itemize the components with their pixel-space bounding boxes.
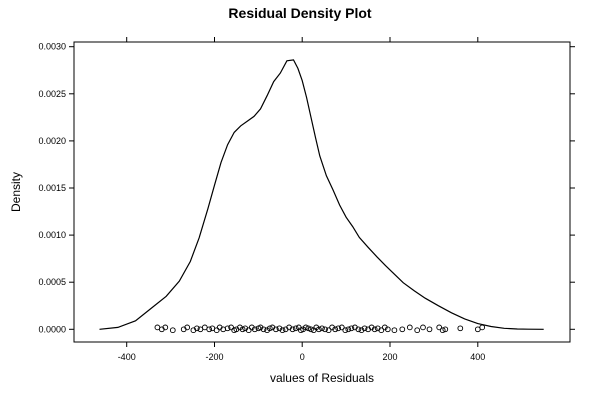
rug-point <box>251 326 258 333</box>
rug-point <box>361 325 368 332</box>
rug-point <box>399 326 406 333</box>
rug-point <box>322 326 328 333</box>
x-tick-label: 400 <box>470 352 485 362</box>
rug-point <box>289 326 296 333</box>
rug-point <box>342 327 349 334</box>
rug-point <box>420 324 426 331</box>
rug-point <box>228 324 234 331</box>
rug-point <box>332 326 339 333</box>
rug-point <box>414 327 421 334</box>
rug-point <box>479 324 486 331</box>
plot-frame <box>73 41 571 343</box>
rug-point <box>292 325 299 332</box>
rug-point <box>319 325 325 332</box>
x-tick-label: -400 <box>118 352 136 362</box>
rug-point <box>279 327 286 334</box>
y-tick-label: 0.0020 <box>38 136 66 146</box>
density-curve <box>99 59 544 330</box>
rug-point <box>391 327 398 334</box>
rug-point <box>213 327 220 334</box>
rug-point <box>335 325 342 332</box>
y-tick-label: 0.0015 <box>38 183 66 193</box>
rug-point <box>345 326 352 333</box>
y-tick-label: 0.0025 <box>38 89 66 99</box>
rug-point <box>266 325 273 332</box>
rug-point <box>273 326 279 333</box>
rug-point <box>162 324 169 331</box>
rug-point <box>239 326 246 333</box>
rug-point <box>316 326 322 333</box>
y-tick-label: 0.0005 <box>38 277 66 287</box>
rug-point <box>302 324 309 331</box>
x-tick-label: -200 <box>205 352 223 362</box>
rug-point <box>184 324 191 331</box>
x-axis: -400 -200 0 200 400 <box>118 37 485 362</box>
rug-point <box>224 325 231 332</box>
y-tick-label: 0.0030 <box>38 42 66 52</box>
rug-point <box>325 327 332 334</box>
y-axis-label: Density <box>9 172 23 212</box>
rug-point <box>206 326 213 333</box>
rug-point <box>378 327 385 334</box>
x-axis-label: values of Residuals <box>270 371 374 385</box>
rug-point <box>355 326 362 333</box>
rug-point <box>348 325 355 332</box>
rug-point <box>305 325 312 332</box>
rug-point <box>439 327 446 334</box>
rug-point <box>384 326 391 333</box>
rug-point <box>169 327 176 334</box>
chart-title: Residual Density Plot <box>228 5 371 21</box>
rug-point <box>245 327 252 334</box>
x-tick-label: 200 <box>382 352 397 362</box>
rug-point <box>426 326 433 333</box>
rug-point <box>442 326 449 333</box>
rug-point <box>436 324 443 331</box>
rug-point <box>406 324 413 331</box>
rug-point <box>260 326 267 333</box>
rug-points <box>154 324 486 334</box>
rug-point <box>194 325 200 332</box>
rug-point <box>338 324 345 331</box>
x-tick-label: 0 <box>300 352 305 362</box>
rug-point <box>371 326 378 333</box>
rug-point <box>457 325 464 332</box>
y-tick-label: 0.0010 <box>38 230 66 240</box>
y-tick-label: 0.0000 <box>38 324 66 334</box>
y-axis: 0.0000 0.0005 0.0010 0.0015 0.0020 0.0025 0.00… <box>38 42 575 334</box>
rug-point <box>308 326 314 333</box>
